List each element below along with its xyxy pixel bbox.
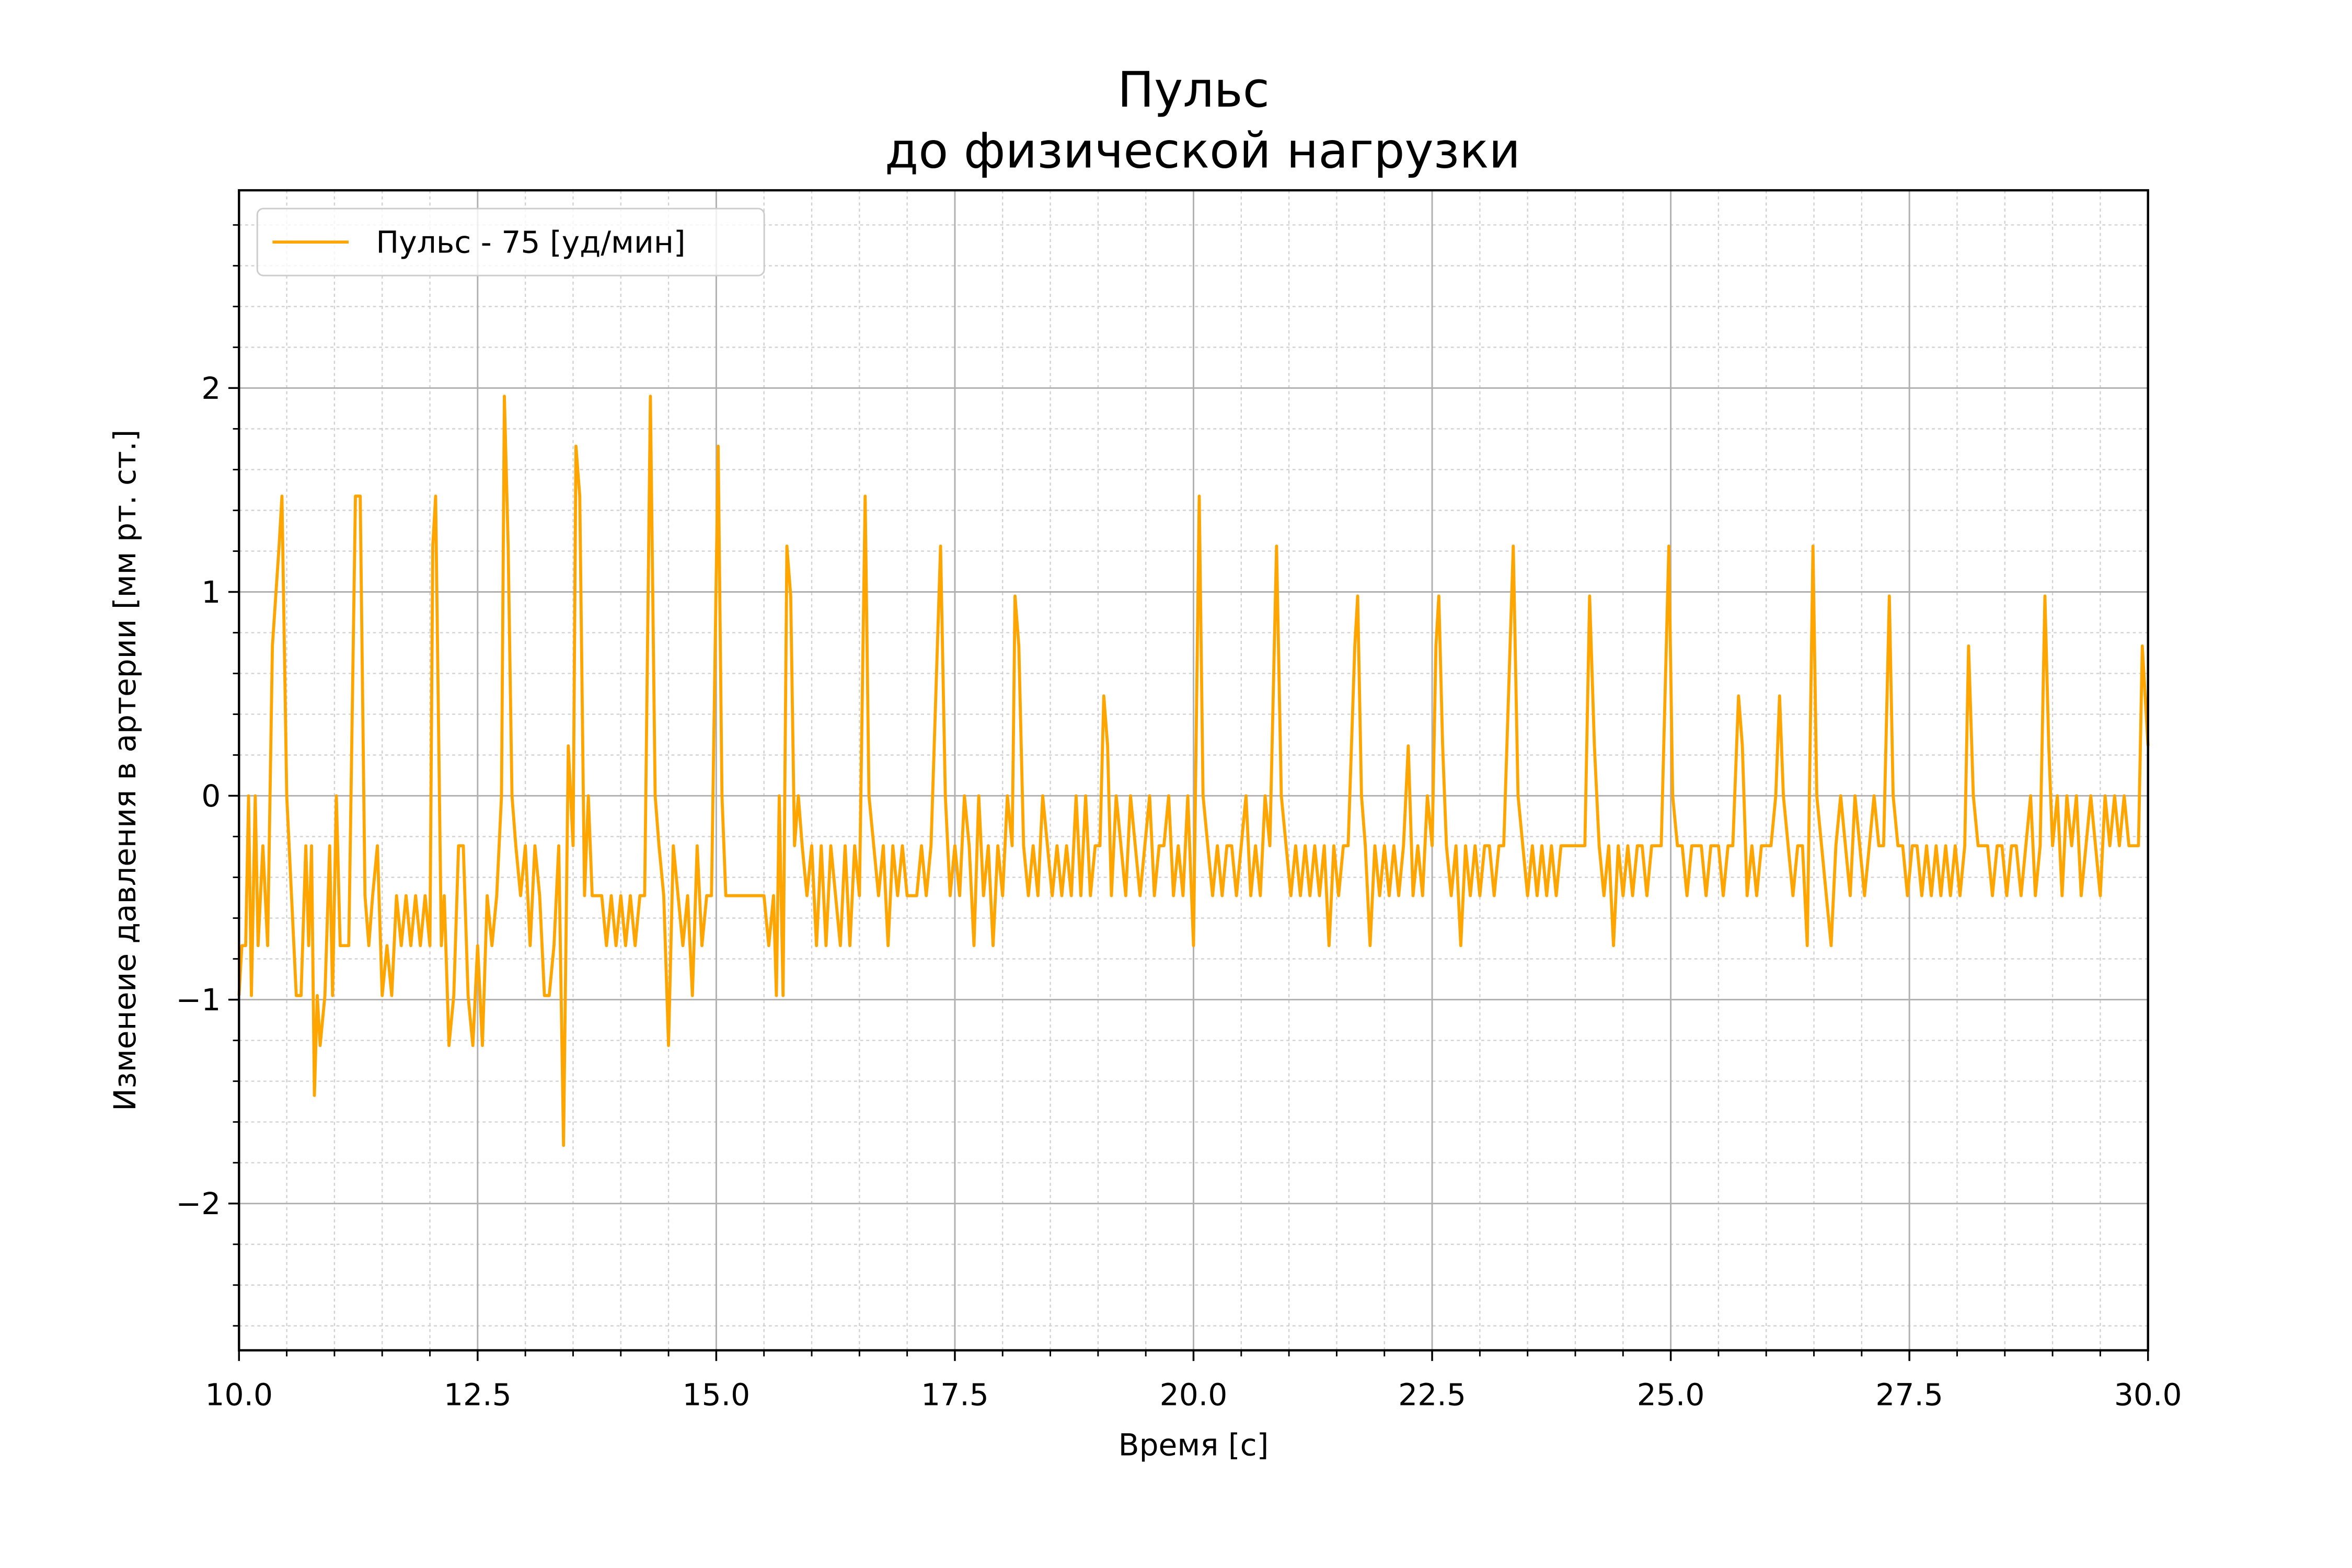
y-tick-label: 0 [201, 778, 221, 814]
plot-area [237, 395, 2150, 1147]
chart-subtitle: до физической нагрузки [885, 122, 1520, 179]
plot-frame [238, 189, 2149, 1352]
y-tick-label: 2 [201, 371, 221, 406]
y-tick-label: 1 [201, 574, 221, 610]
y-tick-label: −2 [176, 1186, 221, 1221]
y-axis-label: Изменеие давления в артерии [мм рт. ст.] [107, 430, 143, 1111]
x-tick-label: 10.0 [205, 1377, 273, 1412]
y-tick-label: −1 [176, 982, 221, 1018]
chart-title: Пульс [1117, 61, 1270, 118]
legend-label: Пульс - 75 [уд/мин] [376, 224, 685, 260]
data-line [237, 395, 2150, 1147]
x-axis-label: Время [с] [1119, 1427, 1269, 1462]
x-tick-label: 20.0 [1160, 1377, 1228, 1412]
legend-box [256, 207, 765, 276]
x-tick-label: 27.5 [1875, 1377, 1943, 1412]
legend: Пульс - 75 [уд/мин] [256, 207, 765, 276]
axes: 10.0 12.5 15.0 17.5 20.0 22.5 25.0 27.5 30.0 −2 −1… [176, 189, 2182, 1412]
x-tick-label: 15.0 [683, 1377, 751, 1412]
x-tick-label: 25.0 [1637, 1377, 1705, 1412]
x-tick-label: 17.5 [921, 1377, 989, 1412]
x-tick-label: 30.0 [2114, 1377, 2182, 1412]
x-tick-label: 22.5 [1398, 1377, 1466, 1412]
x-tick-label: 12.5 [444, 1377, 512, 1412]
